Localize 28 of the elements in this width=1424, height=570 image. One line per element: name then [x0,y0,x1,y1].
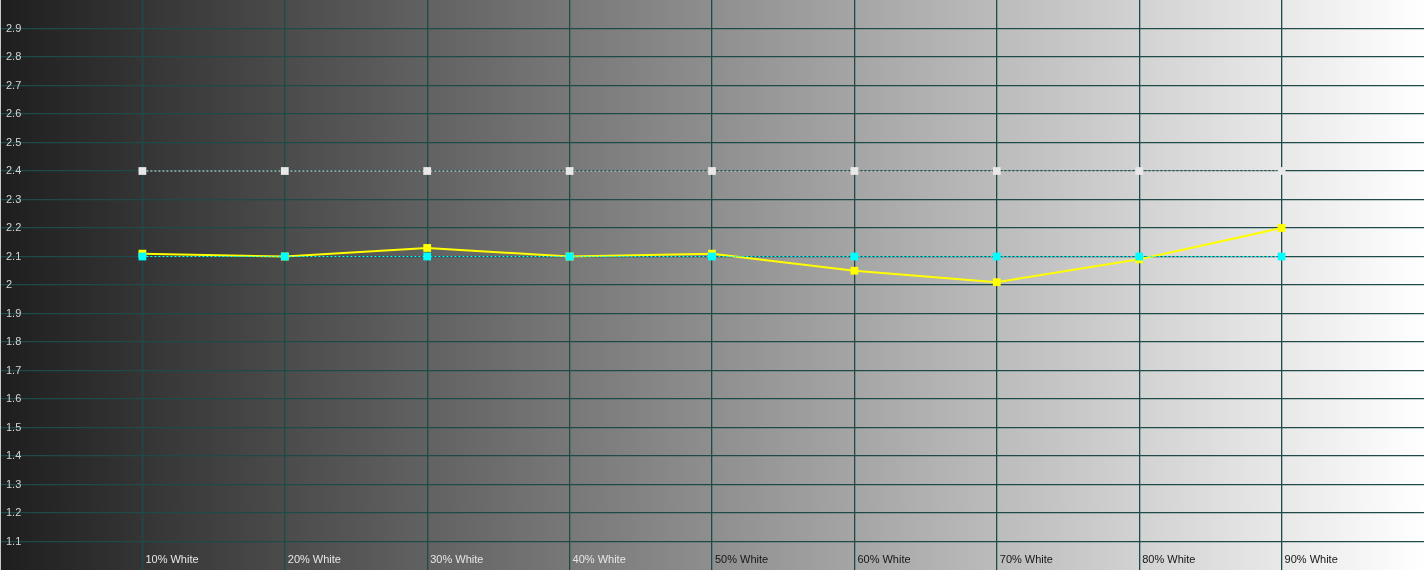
y-tick-label: 1.6 [6,392,22,405]
y-tick-label: 1.8 [6,335,22,348]
x-tick-label: 30% White [430,553,484,566]
y-tick-label: 1.5 [6,420,22,433]
y-tick-label: 2.6 [6,107,22,120]
y-tick-label: 2.4 [6,164,22,177]
y-tick-label: 1.2 [6,506,22,519]
y-tick-label: 2.9 [6,21,22,34]
y-tick-label: 2.5 [6,135,22,148]
y-tick-label: 1.4 [6,449,22,462]
x-tick-label: 20% White [287,553,341,566]
x-tick-label: 70% White [999,553,1053,566]
y-tick-label: 1.3 [6,477,22,490]
y-tick-label: 1.1 [6,534,22,547]
x-tick-label: 10% White [145,553,199,566]
x-tick-label: 40% White [572,553,626,566]
x-tick-label: 50% White [715,553,769,566]
x-tick-label: 80% White [1142,553,1196,566]
y-tick-label: 2.2 [6,221,22,234]
y-tick-label: 2.7 [6,78,22,91]
y-tick-label: 2.1 [6,249,22,262]
x-tick-label: 60% White [857,553,911,566]
y-tick-label: 2 [6,278,13,291]
y-tick-label: 2.8 [6,50,22,63]
y-tick-label: 1.9 [6,306,22,319]
y-tick-label: 2.3 [6,192,22,205]
y-tick-label: 1.7 [6,363,22,376]
x-tick-label: 90% White [1284,553,1338,566]
